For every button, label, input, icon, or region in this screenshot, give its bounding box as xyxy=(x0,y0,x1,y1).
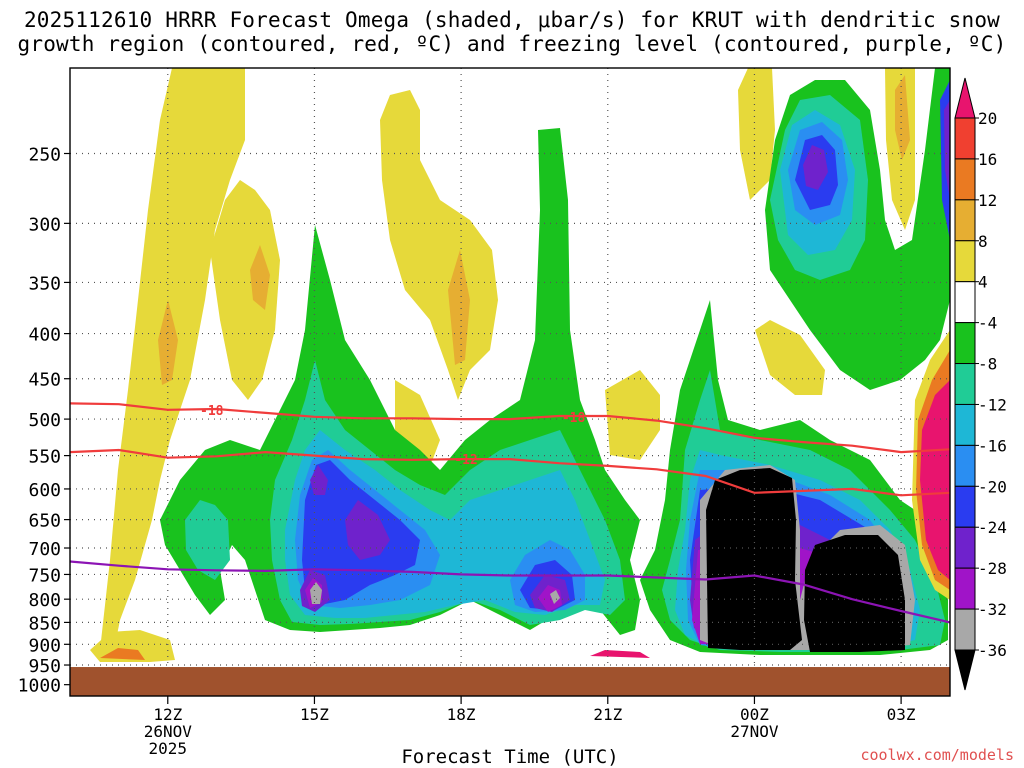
omega-shade-negative-23 xyxy=(803,145,828,190)
colorbar-swatch xyxy=(954,240,976,283)
y-tick-label-850: 850 xyxy=(28,613,61,634)
x-tick-label-03Z: 03Z xyxy=(887,705,916,724)
contour-lines: -18 -18 -12 xyxy=(70,402,950,624)
omega-shade-positive-7 xyxy=(755,320,825,395)
colorbar-level-label: -12 xyxy=(978,395,1007,414)
x-tick-label-18Z: 18Z xyxy=(447,705,476,724)
y-tick-label-550: 550 xyxy=(28,447,61,468)
omega-shade-positive-5 xyxy=(605,370,660,460)
omega-shade-negative-28 xyxy=(310,582,322,604)
y-tick-label-500: 500 xyxy=(28,410,61,431)
colorbar-level-label: -16 xyxy=(978,436,1007,455)
omega-shading xyxy=(90,68,950,662)
colorbar-level-label: 12 xyxy=(978,191,997,210)
colorbar-arrow-top xyxy=(954,77,976,119)
colorbar-swatch xyxy=(954,444,976,487)
omega-shade-positive-2 xyxy=(210,180,280,400)
x-axis-title: Forecast Time (UTC) xyxy=(401,746,619,768)
omega-shade-positive-14 xyxy=(590,650,650,658)
x-tick-label-15Z: 15Z xyxy=(300,705,329,724)
colorbar-legend: 20 16 12 8 4 -4 -8 -12 -16 -20 -24 -28 -32 -36 xyxy=(954,77,1007,691)
y-tick-label-250: 250 xyxy=(28,144,61,165)
omega-shade-negative-34 xyxy=(944,100,950,200)
x-date-label: 26NOV xyxy=(144,722,193,741)
colorbar-level-label: -36 xyxy=(978,641,1007,660)
omega-shade-positive-core-1 xyxy=(158,300,178,385)
omega-shade-negative-29 xyxy=(550,590,560,604)
colorbar-arrow-bottom xyxy=(954,649,976,691)
omega-shade-negative-19 xyxy=(345,500,390,560)
colorbar-level-label: -24 xyxy=(978,518,1007,537)
colorbar-level-label: 20 xyxy=(978,109,997,128)
omega-shade-positive-13 xyxy=(920,380,950,580)
y-tick-label-750: 750 xyxy=(28,565,61,586)
plot-frame xyxy=(69,67,951,697)
omega-shade-positive-3 xyxy=(380,90,498,400)
y-tick-label-350: 350 xyxy=(28,273,61,294)
credit-text: coolwx.com/models xyxy=(860,746,1014,764)
colorbar-swatch xyxy=(954,567,976,610)
x-tick-label-00Z: 00Z xyxy=(740,705,769,724)
y-tick-label-650: 650 xyxy=(28,511,61,532)
freezing-level-contour xyxy=(70,560,950,624)
omega-shade-negative-31 xyxy=(706,468,802,650)
colorbar-swatch xyxy=(954,158,976,201)
colorbar-level-label: -32 xyxy=(978,600,1007,619)
y-tick-label-450: 450 xyxy=(28,370,61,391)
x-year-label: 2025 xyxy=(149,739,188,758)
y-tick-label-800: 800 xyxy=(28,590,61,611)
omega-shade-positive-core-4 xyxy=(895,75,910,160)
colorbar-swatch xyxy=(954,608,976,651)
dgz-contour-minus18 xyxy=(70,402,950,454)
colorbar-level-label: -20 xyxy=(978,477,1007,496)
chart-title-line-1: 2025112610 HRRR Forecast Omega (shaded, … xyxy=(23,8,1001,32)
y-axis: 2503003504004505005506006507007508008509… xyxy=(18,144,70,697)
contour-label: -18 xyxy=(200,404,224,419)
y-tick-label-300: 300 xyxy=(28,214,61,235)
colorbar-swatch xyxy=(954,403,976,446)
chart-title-line-2: growth region (contoured, red, ºC) and f… xyxy=(17,32,1007,56)
x-date-label: 27NOV xyxy=(730,722,779,741)
colorbar-swatch xyxy=(954,281,976,324)
y-tick-label-900: 900 xyxy=(28,635,61,656)
colorbar-swatch xyxy=(954,322,976,365)
omega-shade-positive-core-2 xyxy=(250,245,270,310)
colorbar-level-label: -28 xyxy=(978,559,1007,578)
colorbar-swatch xyxy=(954,363,976,405)
y-tick-label-950: 950 xyxy=(28,656,61,677)
x-tick-label-12Z: 12Z xyxy=(153,705,182,724)
terrain-mask xyxy=(70,667,950,696)
y-tick-label-600: 600 xyxy=(28,480,61,501)
y-tick-label-700: 700 xyxy=(28,539,61,560)
y-tick-label-1000: 1000 xyxy=(18,676,61,697)
omega-shade-negative-20 xyxy=(310,465,328,495)
omega-shade-positive-6 xyxy=(738,68,775,200)
x-tick-label-21Z: 21Z xyxy=(593,705,622,724)
omega-shade-positive-15 xyxy=(100,648,145,660)
colorbar-level-label: 8 xyxy=(978,232,988,251)
colorbar-level-label: -4 xyxy=(978,314,997,333)
colorbar-swatch xyxy=(954,117,976,160)
y-tick-label-400: 400 xyxy=(28,325,61,346)
colorbar-level-label: 16 xyxy=(978,150,997,169)
omega-shade-negative-32 xyxy=(804,535,905,652)
contour-label: -18 xyxy=(562,411,586,426)
colorbar-swatch xyxy=(954,485,976,528)
contour-label: -12 xyxy=(454,453,477,468)
colorbar-level-label: -8 xyxy=(978,355,997,374)
dgz-contour-minus12 xyxy=(70,448,950,497)
colorbar-level-label: 4 xyxy=(978,273,988,292)
colorbar-swatch xyxy=(954,199,976,242)
colorbar-swatch xyxy=(954,526,976,569)
omega-shade-positive-core-3 xyxy=(448,250,470,365)
